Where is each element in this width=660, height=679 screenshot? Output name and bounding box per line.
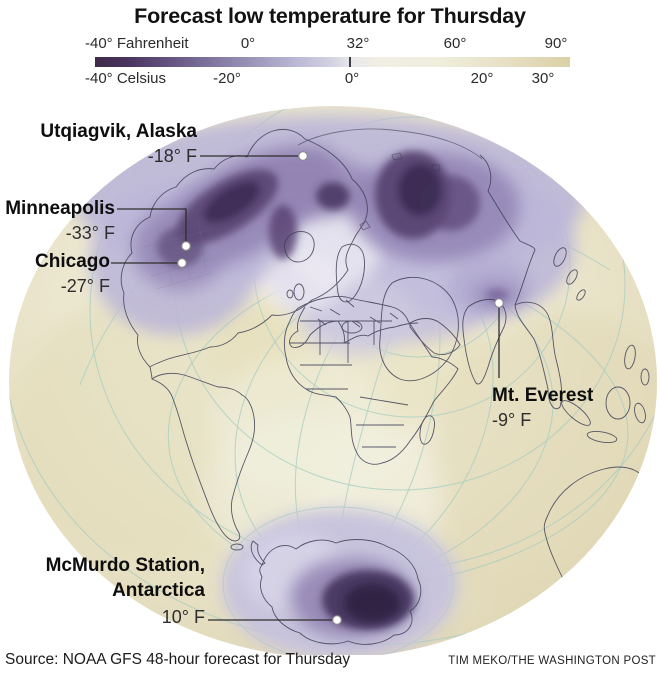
location-name: Chicago bbox=[35, 251, 110, 272]
source-attribution: Source: NOAA GFS 48-hour forecast for Th… bbox=[5, 651, 351, 668]
fahrenheit-tick: -40° Fahrenheit bbox=[85, 35, 189, 52]
celsius-tick: 0° bbox=[344, 70, 360, 87]
location-marker bbox=[298, 151, 308, 161]
location-marker bbox=[494, 298, 504, 308]
antarctica-cold-pool bbox=[222, 509, 458, 658]
fahrenheit-tick: 32° bbox=[346, 35, 370, 52]
location-name: Utqiagvik, Alaska bbox=[40, 121, 197, 142]
author-credit: TIM MEKO/THE WASHINGTON POST bbox=[448, 655, 656, 667]
page-title: Forecast low temperature for Thursday bbox=[134, 4, 526, 28]
location-name: Minneapolis bbox=[5, 198, 115, 219]
location-marker bbox=[177, 258, 187, 268]
location-temp: -18° F bbox=[147, 146, 197, 166]
location-name: Mt. Everest bbox=[492, 385, 594, 406]
location-marker bbox=[181, 241, 191, 251]
globe-svg bbox=[9, 106, 657, 658]
location-temp: -27° F bbox=[60, 276, 110, 296]
label-chicago: Chicago -27° F bbox=[0, 249, 110, 299]
celsius-tick: -40° Celsius bbox=[85, 70, 167, 87]
label-mcmurdo: McMurdo Station, Antarctica 10° F bbox=[23, 553, 205, 630]
world-map bbox=[0, 95, 660, 658]
label-mt-everest: Mt. Everest -9° F bbox=[492, 383, 622, 433]
label-utqiagvik: Utqiagvik, Alaska -18° F bbox=[25, 119, 197, 169]
fahrenheit-tick: 60° bbox=[443, 35, 467, 52]
us-state-grid bbox=[142, 216, 213, 290]
freezing-point-tick bbox=[349, 57, 352, 67]
leader-lines bbox=[111, 155, 500, 621]
location-marker bbox=[332, 615, 342, 625]
celsius-tick: -20° bbox=[213, 70, 241, 87]
celsius-tick: 30° bbox=[531, 70, 555, 87]
fahrenheit-tick: 0° bbox=[240, 35, 256, 52]
fahrenheit-tick: 90° bbox=[544, 35, 568, 52]
location-markers bbox=[177, 151, 504, 625]
celsius-tick: 20° bbox=[470, 70, 494, 87]
location-temp: -33° F bbox=[65, 223, 115, 243]
temperature-legend: -40° Fahrenheit 0° 32° 60° 90° -40° Cels… bbox=[0, 0, 660, 95]
location-temp: -9° F bbox=[492, 410, 532, 430]
temperature-color-scale bbox=[95, 57, 570, 67]
cold-air-layer bbox=[75, 115, 585, 658]
location-temp: 10° F bbox=[161, 607, 205, 627]
continent-outlines bbox=[120, 128, 654, 645]
leader-minneapolis bbox=[117, 208, 187, 241]
location-name: McMurdo Station, Antarctica bbox=[45, 555, 205, 601]
label-minneapolis: Minneapolis -33° F bbox=[0, 196, 115, 246]
